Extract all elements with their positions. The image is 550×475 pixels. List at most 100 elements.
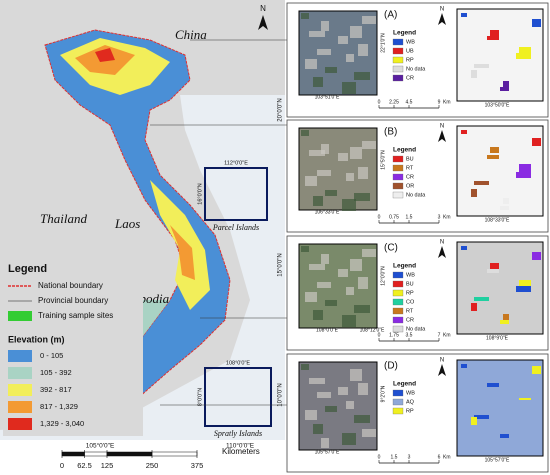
legend-swatch [392,74,404,82]
label: Legend [393,30,416,37]
label: 2.25 [389,99,399,105]
satellite-texture [317,392,331,398]
satellite-texture [301,246,309,252]
legend-swatch [392,289,404,297]
scale-segment [151,451,198,457]
legend-swatch [8,401,32,413]
label: RP [406,408,414,414]
class-patch [519,47,531,55]
legend-swatch [392,182,404,190]
satellite-texture [301,130,309,136]
spratly-inset [204,367,272,427]
label: 110°0'0"E [226,442,255,450]
label: 105°0'0"E [86,442,115,450]
label: 62.5 [77,461,92,470]
class-patch [474,297,489,301]
satellite-texture [305,410,317,420]
scale-segment [106,451,153,457]
satellite-texture [338,387,348,395]
label: 106°33'0"E [315,209,340,215]
label: RP [406,290,414,296]
satellite-texture [358,277,368,289]
legend-swatch [392,271,404,279]
class-patch [532,19,541,27]
label: CO [406,299,415,305]
class-patch [490,30,499,36]
satellite-texture [358,383,368,395]
label: 105°57'0"E [485,457,510,463]
satellite-texture [313,310,323,320]
label: Km [443,214,451,220]
satellite-texture [317,282,331,288]
satellite-texture [346,173,354,181]
legend-swatch [392,38,404,46]
legend-swatch [392,164,404,172]
sea [0,95,285,440]
label: (A) [384,10,397,21]
label: Provincial boundary [38,296,108,305]
satellite-texture [362,16,376,24]
north-arrow [438,13,446,25]
satellite-texture [313,196,323,206]
satellite-texture [309,150,325,156]
label: CR [406,174,414,180]
class-patch [490,263,499,269]
legend-swatch [8,418,32,430]
class-patch [516,172,531,178]
label: National boundary [38,281,103,290]
label: 1.5 [391,454,398,460]
label: 7 [438,332,441,338]
label: 0 [378,332,381,338]
satellite-texture [358,44,368,56]
legend-swatch [392,56,404,64]
label: No data [406,326,426,332]
satellite-texture [309,378,325,384]
label: 1.5 [406,214,413,220]
satellite-texture [325,190,337,196]
label: 15°0'0"N [278,253,284,276]
label: 0 [60,461,64,470]
class-patch [532,138,541,146]
label: 0.75 [389,214,399,220]
class-patch [487,155,499,159]
satellite-texture [338,153,348,161]
satellite-texture [346,54,354,62]
satellite-texture [321,438,329,448]
satellite-texture [301,364,309,370]
legend-swatch [392,173,404,181]
legend-swatch [8,367,32,379]
legend-swatch [392,155,404,163]
label: 0 [378,99,381,105]
label: AQ [406,399,415,405]
label: WB [406,390,415,396]
label: Legend [393,381,416,388]
satellite-texture [338,269,348,277]
label: (C) [384,243,398,254]
label: (B) [384,127,397,138]
satellite-texture [350,26,362,38]
legend-swatch [392,191,404,199]
satellite-texture [354,72,370,80]
label: WB [406,39,415,45]
legend-swatch [392,47,404,55]
class-patch [490,147,499,153]
highland-central-high [170,225,195,280]
label: N [440,7,444,13]
satellite-texture [301,13,309,19]
label: 103°50'0"E [485,102,510,108]
class-patch [471,70,477,78]
label: (D) [384,361,398,372]
label: Km [443,454,451,460]
class-patch [474,415,489,419]
class-patch [519,280,531,288]
class-patch [519,164,531,172]
class-patch [474,64,489,68]
label: 108°12'0"E [360,327,385,333]
label: RT [406,165,414,171]
label: 250 [146,461,159,470]
label: Parcel Islands [212,223,259,232]
satellite-texture [362,429,376,437]
class-patch [471,189,477,197]
satellite-texture [350,259,362,271]
north-arrow [258,15,268,30]
